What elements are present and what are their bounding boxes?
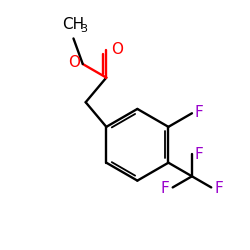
Text: F: F: [161, 181, 170, 196]
Text: 3: 3: [80, 24, 87, 34]
Text: F: F: [195, 146, 204, 162]
Text: F: F: [195, 104, 204, 120]
Text: O: O: [111, 42, 123, 57]
Text: O: O: [68, 55, 80, 70]
Text: CH: CH: [62, 16, 84, 32]
Text: F: F: [214, 181, 223, 196]
